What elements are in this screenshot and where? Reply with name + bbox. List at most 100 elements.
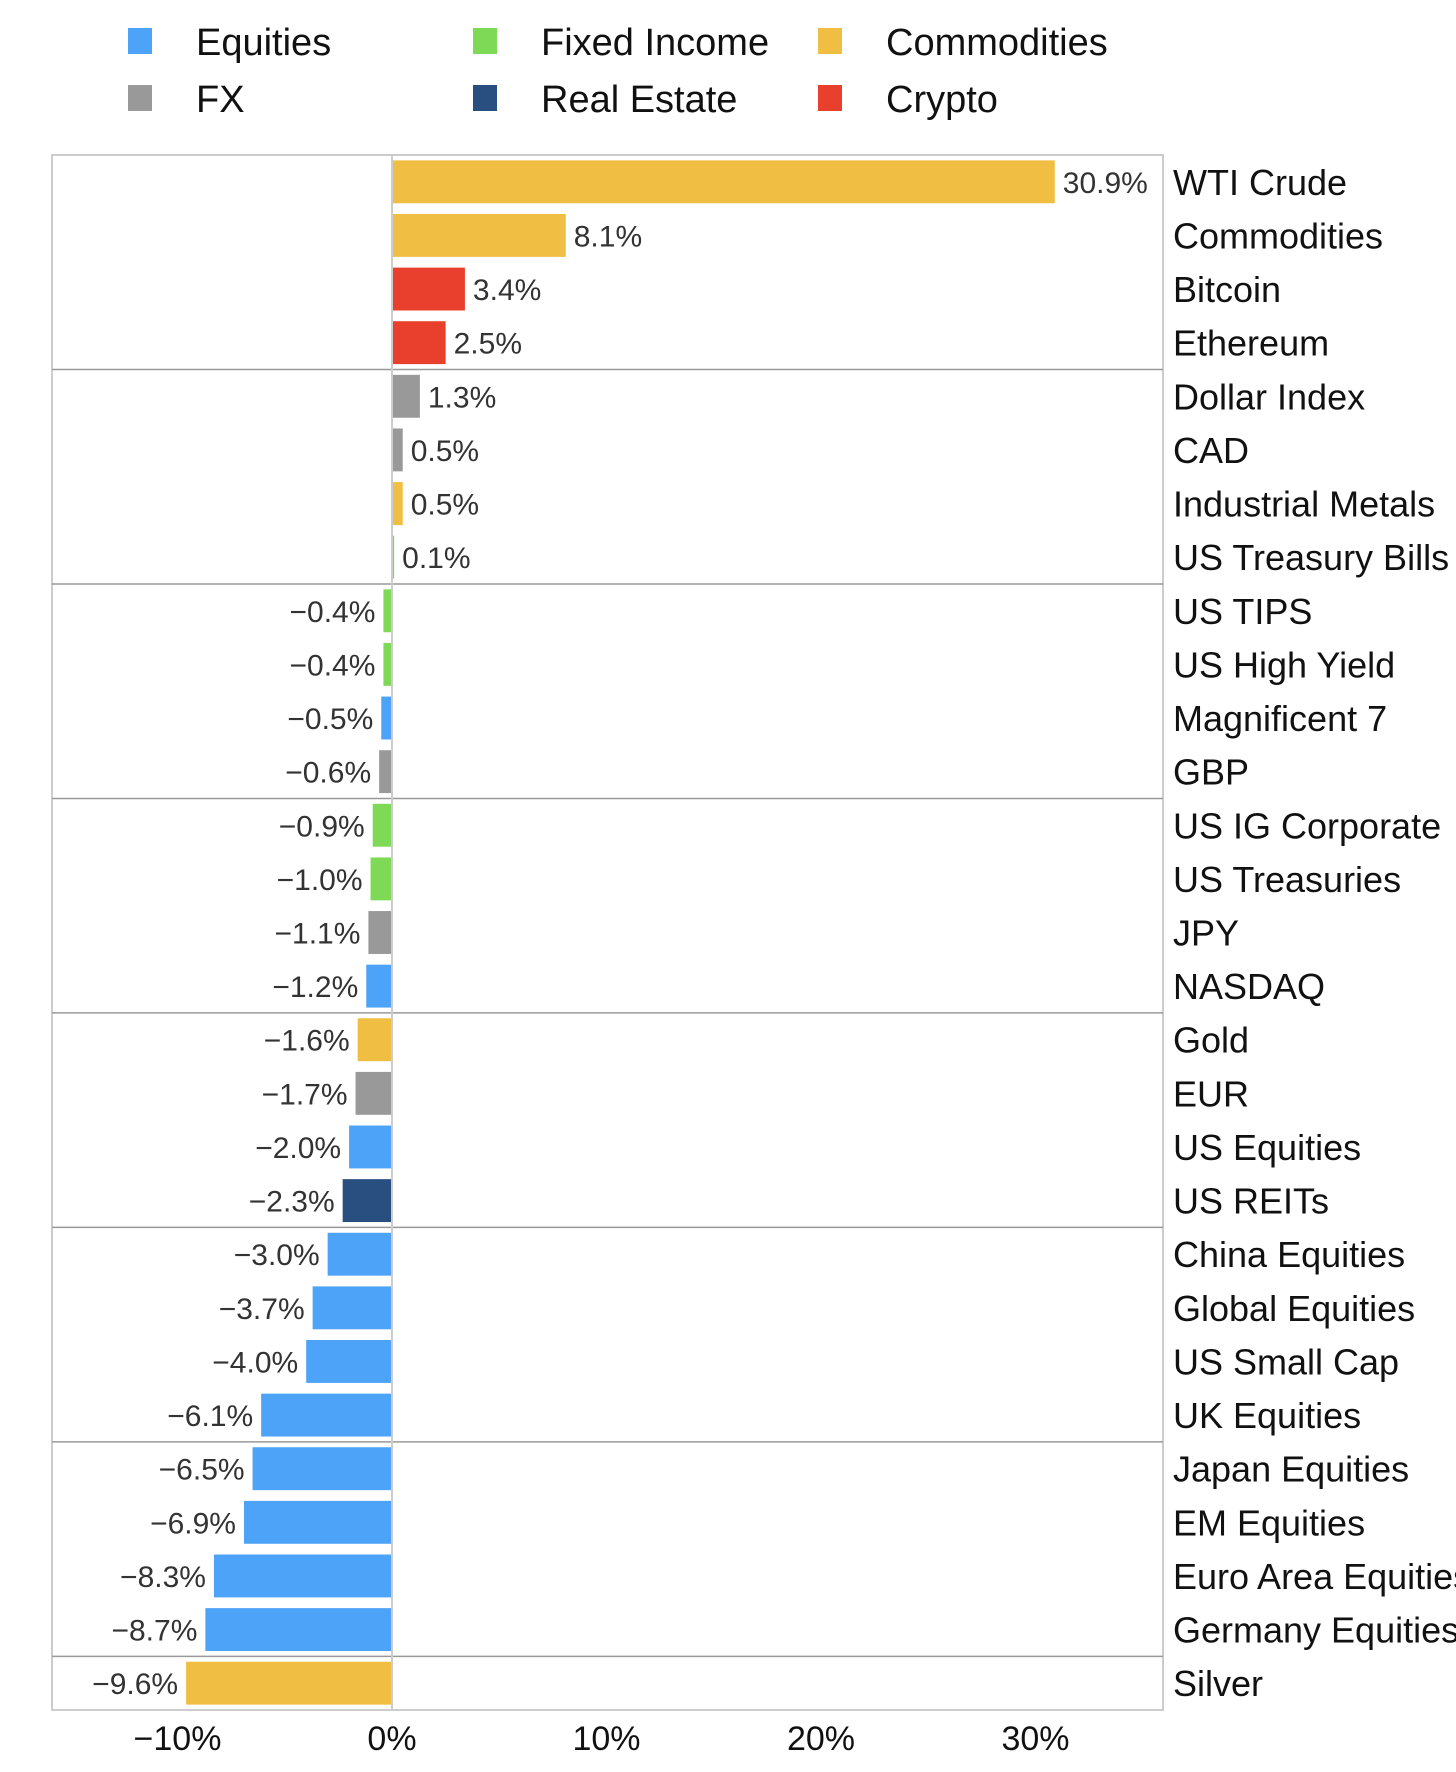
data-label-cad: 0.5% — [411, 435, 479, 468]
data-label-uk-equities: −6.1% — [167, 1400, 253, 1433]
data-label-wti-crude: 30.9% — [1063, 167, 1148, 200]
bar-jpy — [368, 911, 392, 954]
category-label-dollar-index: Dollar Index — [1173, 376, 1365, 417]
data-label-bitcoin: 3.4% — [473, 274, 541, 307]
data-label-gbp: −0.6% — [285, 757, 371, 790]
x-tick-label: 20% — [787, 1720, 855, 1758]
category-label-bitcoin: Bitcoin — [1173, 269, 1281, 310]
category-label-us-treasury-bills: US Treasury Bills — [1173, 537, 1449, 578]
legend-swatch-crypto — [818, 85, 842, 111]
category-label-us-treasuries: US Treasuries — [1173, 859, 1401, 900]
category-label-us-high-yield: US High Yield — [1173, 644, 1395, 685]
bar-industrial-metals — [392, 482, 403, 525]
bar-china-equities — [327, 1232, 392, 1276]
data-label-magnificent-7: −0.5% — [287, 703, 373, 736]
x-tick-label: 30% — [1001, 1720, 1069, 1758]
bar-eur — [355, 1071, 392, 1115]
category-label-jpy: JPY — [1173, 913, 1239, 954]
legend-label-real-estate: Real Estate — [541, 79, 737, 121]
data-label-ethereum: 2.5% — [454, 328, 522, 361]
data-label-us-high-yield: −0.4% — [290, 649, 376, 682]
data-label-em-equities: −6.9% — [150, 1507, 236, 1540]
x-tick-label: 0% — [367, 1720, 416, 1758]
category-label-gold: Gold — [1173, 1020, 1249, 1061]
category-label-global-equities: Global Equities — [1173, 1288, 1415, 1329]
data-label-nasdaq: −1.2% — [272, 971, 358, 1004]
category-label-commodities: Commodities — [1173, 215, 1383, 256]
category-label-euro-area-equities: Euro Area Equities — [1173, 1556, 1456, 1597]
legend-swatch-equities — [128, 28, 152, 54]
category-label-china-equities: China Equities — [1173, 1234, 1405, 1275]
bar-euro-area-equities — [213, 1554, 392, 1598]
bar-us-ig-corporate — [372, 803, 392, 847]
bar-bitcoin — [392, 267, 465, 311]
x-axis-tick-labels: −10% 0% 10% 20% 30% — [134, 1720, 1070, 1758]
bar-us-equities — [349, 1125, 392, 1169]
legend-item-fixed-income: Fixed Income — [473, 22, 769, 64]
bar-magnificent-7 — [381, 696, 392, 740]
bar-gbp — [379, 750, 392, 794]
legend-item-fx: FX — [128, 79, 245, 121]
bars — [186, 160, 1055, 1705]
bar-us-tips — [383, 589, 392, 633]
data-label-eur: −1.7% — [262, 1078, 348, 1111]
legend-item-commodities: Commodities — [818, 22, 1108, 64]
x-tick-label: 10% — [572, 1720, 640, 1758]
bar-dollar-index — [392, 374, 420, 418]
data-label-dollar-index: 1.3% — [428, 381, 496, 414]
data-labels: 30.9% 8.1% 3.4% 2.5% 1.3% 0.5% 0.5% 0.1% −0.4% −0… — [92, 167, 1148, 1701]
data-label-industrial-metals: 0.5% — [411, 489, 479, 522]
legend-item-equities: Equities — [128, 22, 331, 64]
legend-swatch-commodities — [818, 28, 842, 54]
bar-global-equities — [312, 1286, 392, 1330]
data-label-germany-equities: −8.7% — [111, 1615, 197, 1648]
bar-us-small-cap — [306, 1340, 392, 1383]
bar-us-treasury-bills — [392, 535, 395, 579]
bar-nasdaq — [366, 964, 392, 1008]
category-label-us-reits: US REITs — [1173, 1181, 1329, 1222]
bar-gold — [357, 1018, 392, 1062]
category-label-uk-equities: UK Equities — [1173, 1395, 1361, 1436]
data-label-global-equities: −3.7% — [219, 1293, 305, 1326]
data-label-euro-area-equities: −8.3% — [120, 1561, 206, 1594]
legend-swatch-real-estate — [473, 85, 497, 111]
legend: Equities Fixed Income Commodities FX Real Es… — [128, 22, 1108, 121]
category-label-us-ig-corporate: US IG Corporate — [1173, 805, 1441, 846]
legend-swatch-fixed-income — [473, 28, 497, 54]
legend-item-crypto: Crypto — [818, 79, 998, 121]
data-label-gold: −1.6% — [264, 1025, 350, 1058]
bar-ethereum — [392, 321, 446, 365]
legend-label-fixed-income: Fixed Income — [541, 22, 769, 64]
legend-label-fx: FX — [196, 79, 245, 121]
legend-label-commodities: Commodities — [886, 22, 1108, 64]
legend-label-equities: Equities — [196, 22, 331, 64]
bar-commodities — [392, 213, 566, 257]
data-label-silver: −9.6% — [92, 1668, 178, 1701]
category-label-magnificent-7: Magnificent 7 — [1173, 698, 1387, 739]
bar-uk-equities — [261, 1393, 392, 1437]
data-label-us-tips: −0.4% — [290, 596, 376, 629]
bar-silver — [186, 1661, 392, 1705]
category-label-germany-equities: Germany Equities — [1173, 1610, 1456, 1651]
data-label-jpy: −1.1% — [274, 918, 360, 951]
category-label-ethereum: Ethereum — [1173, 323, 1329, 364]
data-label-commodities: 8.1% — [574, 220, 642, 253]
bar-cad — [392, 428, 403, 472]
category-labels: WTI Crude Commodities Bitcoin Ethereum Dolla… — [1173, 162, 1456, 1704]
category-label-em-equities: EM Equities — [1173, 1502, 1365, 1543]
x-tick-label: −10% — [134, 1720, 222, 1758]
data-label-us-treasuries: −1.0% — [277, 864, 363, 897]
category-label-nasdaq: NASDAQ — [1173, 966, 1325, 1007]
bar-germany-equities — [205, 1608, 392, 1652]
group-separators — [52, 368, 1163, 1658]
bar-us-reits — [342, 1179, 392, 1223]
category-label-eur: EUR — [1173, 1073, 1249, 1114]
legend-item-real-estate: Real Estate — [473, 79, 737, 121]
data-label-us-treasury-bills: 0.1% — [402, 542, 470, 575]
category-label-silver: Silver — [1173, 1663, 1263, 1704]
legend-label-crypto: Crypto — [886, 79, 998, 121]
bar-wti-crude — [392, 160, 1055, 204]
category-label-gbp: GBP — [1173, 752, 1249, 793]
data-label-us-reits: −2.3% — [249, 1186, 335, 1219]
